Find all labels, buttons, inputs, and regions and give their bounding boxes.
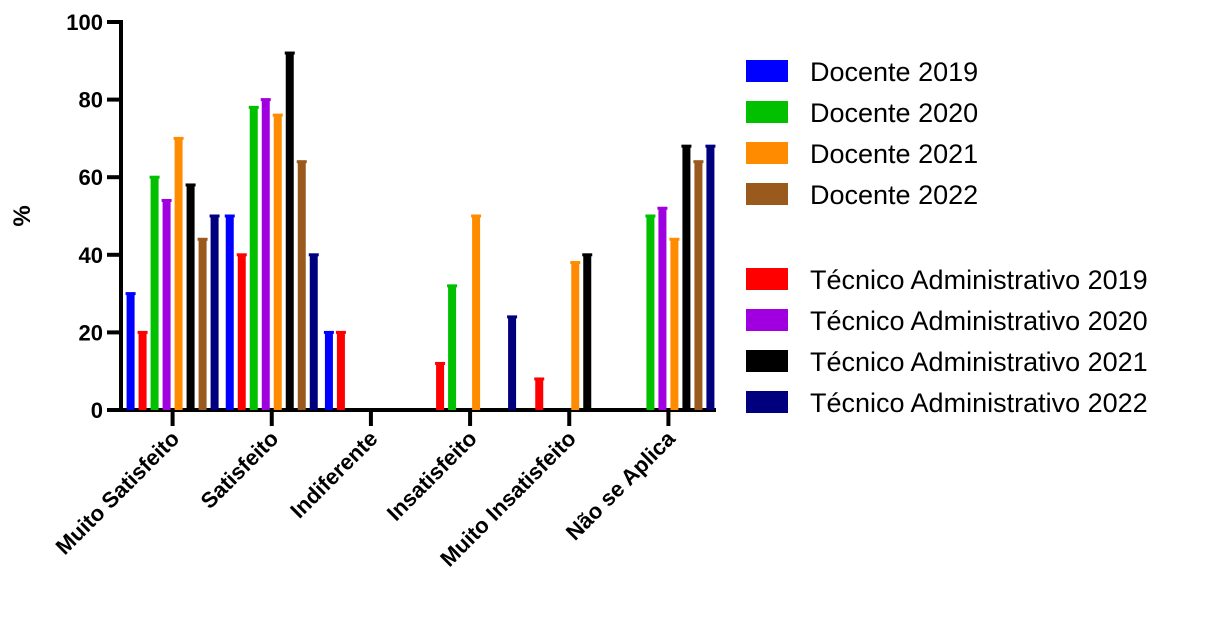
bar <box>535 378 544 410</box>
bar <box>210 216 219 410</box>
legend-swatch <box>746 183 788 205</box>
bar <box>174 138 183 410</box>
legend-swatch <box>746 309 788 331</box>
bar <box>336 332 345 410</box>
bar <box>198 239 207 410</box>
bar <box>472 216 481 410</box>
y-axis-title: % <box>9 205 36 226</box>
legend-swatch <box>746 350 788 372</box>
bar <box>186 184 195 410</box>
bar <box>436 363 445 410</box>
legend: Docente 2019 Docente 2020 Docente 2021 Doce… <box>746 57 1148 418</box>
bar <box>583 254 592 410</box>
x-tick-label: Satisfeito <box>196 426 284 514</box>
bar <box>273 115 282 411</box>
bar <box>324 332 333 410</box>
legend-label: Docente 2022 <box>810 180 978 210</box>
legend-swatch <box>746 268 788 290</box>
bar <box>138 332 147 410</box>
y-tick-label: 0 <box>91 398 103 423</box>
x-tick-label: Muito Satisfeito <box>51 426 184 559</box>
legend-swatch <box>746 101 788 123</box>
legend-label: Técnico Administrativo 2020 <box>810 306 1148 336</box>
x-tick-label: Insatisfeito <box>382 426 482 526</box>
bar <box>162 200 171 410</box>
bar <box>150 177 159 410</box>
legend-label: Docente 2019 <box>810 57 978 87</box>
bar <box>237 254 246 410</box>
bar <box>126 293 135 410</box>
legend-label: Docente 2020 <box>810 98 978 128</box>
legend-label: Técnico Administrativo 2019 <box>810 265 1148 295</box>
bar <box>297 161 306 410</box>
bar <box>670 239 679 410</box>
bar <box>225 216 234 410</box>
bar <box>448 285 457 410</box>
bar <box>646 216 655 410</box>
bar <box>508 316 517 410</box>
bar <box>694 161 703 410</box>
legend-label: Técnico Administrativo 2022 <box>810 388 1148 418</box>
legend-swatch <box>746 142 788 164</box>
y-tick-label: 40 <box>79 243 103 268</box>
x-tick-label: Indiferente <box>285 426 382 523</box>
y-tick-label: 100 <box>66 10 103 35</box>
y-tick-label: 60 <box>79 165 103 190</box>
y-tick-label: 20 <box>79 320 103 345</box>
bar <box>658 208 667 410</box>
bar <box>309 254 318 410</box>
y-tick-label: 80 <box>79 88 103 113</box>
bar <box>682 146 691 410</box>
legend-swatch <box>746 391 788 413</box>
legend-label: Técnico Administrativo 2021 <box>810 347 1148 377</box>
legend-label: Docente 2021 <box>810 139 978 169</box>
bar <box>706 146 715 410</box>
legend-swatch <box>746 60 788 82</box>
bar <box>261 99 270 410</box>
bar <box>285 53 294 410</box>
bar <box>571 262 580 410</box>
bar <box>249 107 258 411</box>
